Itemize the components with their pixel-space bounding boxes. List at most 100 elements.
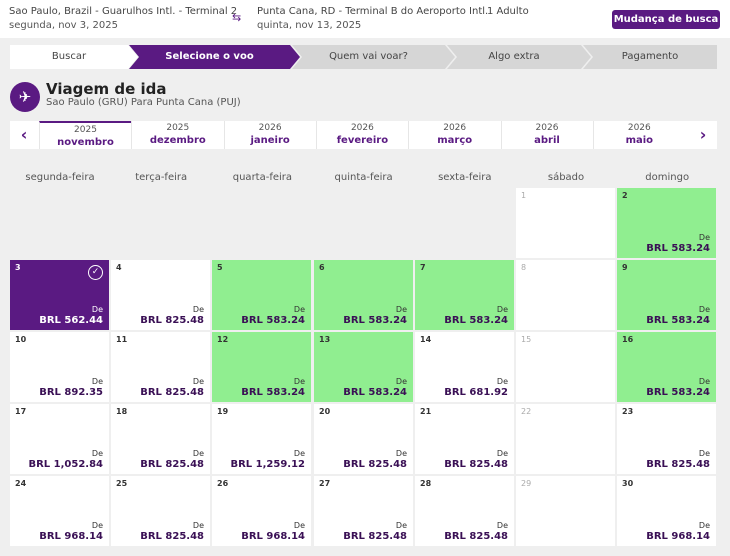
day-price: BRL 968.14 — [39, 531, 103, 542]
calendar-day[interactable]: 7 De BRL 583.24 — [415, 260, 514, 330]
day-price: BRL 583.24 — [343, 387, 407, 398]
origin-airport: Sao Paulo, Brazil - Guarulhos Intl. - Te… — [9, 6, 238, 17]
calendar-day[interactable]: 14 De BRL 681.92 — [415, 332, 514, 402]
calendar-day[interactable]: 19 De BRL 1,259.12 — [212, 404, 311, 474]
weekday-header: sábado — [547, 172, 585, 183]
month-tab[interactable]: 2025 novembro — [39, 121, 131, 149]
change-search-button[interactable]: Mudança de busca — [612, 10, 720, 29]
trip-title: Viagem de ida — [46, 80, 167, 98]
month-tab-year: 2026 — [535, 123, 559, 133]
month-tab-year: 2026 — [258, 123, 282, 133]
day-number: 6 — [319, 263, 325, 272]
calendar-day[interactable]: 3 De BRL 562.44 ✓ — [10, 260, 109, 330]
day-price: BRL 825.48 — [140, 315, 204, 326]
price-prefix: De — [496, 449, 508, 458]
day-number: 19 — [217, 407, 229, 416]
day-price: BRL 583.24 — [343, 315, 407, 326]
chevron-right-icon[interactable]: › — [699, 125, 707, 144]
day-number: 2 — [622, 191, 628, 200]
search-summary-bar: Sao Paulo, Brazil - Guarulhos Intl. - Te… — [0, 0, 730, 38]
calendar-day[interactable]: 11 De BRL 825.48 — [111, 332, 210, 402]
day-price: BRL 583.24 — [241, 315, 305, 326]
calendar-day: 22 — [516, 404, 615, 474]
day-price: BRL 825.48 — [444, 459, 508, 470]
day-number: 11 — [116, 335, 128, 344]
day-number: 4 — [116, 263, 122, 272]
calendar-day[interactable]: 30 De BRL 968.14 — [617, 476, 716, 546]
day-number: 12 — [217, 335, 229, 344]
calendar-day[interactable]: 5 De BRL 583.24 — [212, 260, 311, 330]
day-number: 8 — [521, 263, 527, 272]
price-prefix: De — [192, 449, 204, 458]
month-tab-year: 2025 — [74, 125, 97, 135]
price-prefix: De — [91, 377, 103, 386]
day-number: 16 — [622, 335, 634, 344]
month-tab-name: abril — [534, 135, 560, 146]
calendar-day[interactable]: 24 De BRL 968.14 — [10, 476, 109, 546]
calendar-day[interactable]: 27 De BRL 825.48 — [314, 476, 413, 546]
chevron-left-icon[interactable]: ‹ — [20, 125, 28, 144]
day-price: BRL 825.48 — [646, 459, 710, 470]
price-prefix: De — [698, 521, 710, 530]
month-tab-year: 2026 — [443, 123, 467, 133]
calendar-day[interactable]: 12 De BRL 583.24 — [212, 332, 311, 402]
price-prefix: De — [496, 305, 508, 314]
calendar-day[interactable]: 21 De BRL 825.48 — [415, 404, 514, 474]
progress-steps: Buscar Selecione o voo Quem vai voar? Algo … — [10, 45, 717, 69]
calendar-day[interactable]: 6 De BRL 583.24 — [314, 260, 413, 330]
calendar-day[interactable]: 4 De BRL 825.48 — [111, 260, 210, 330]
day-price: BRL 562.44 — [39, 315, 103, 326]
calendar-day[interactable]: 18 De BRL 825.48 — [111, 404, 210, 474]
price-prefix: De — [698, 233, 710, 242]
destination-airport: Punta Cana, RD - Terminal B do Aeroporto… — [257, 6, 489, 17]
calendar-day[interactable]: 17 De BRL 1,052.84 — [10, 404, 109, 474]
calendar-day[interactable]: 23 De BRL 825.48 — [617, 404, 716, 474]
price-prefix: De — [192, 521, 204, 530]
month-tab-name: maio — [625, 135, 654, 146]
calendar-day[interactable]: 20 De BRL 825.48 — [314, 404, 413, 474]
month-tab[interactable]: 2026 março — [408, 121, 500, 149]
day-number: 18 — [116, 407, 128, 416]
day-price: BRL 1,259.12 — [230, 459, 305, 470]
month-tab[interactable]: 2026 maio — [592, 121, 685, 149]
calendar-day: 8 — [516, 260, 615, 330]
step-shape — [292, 45, 455, 69]
price-prefix: De — [91, 449, 103, 458]
calendar-day[interactable]: 28 De BRL 825.48 — [415, 476, 514, 546]
month-tab[interactable]: 2026 janeiro — [223, 121, 316, 149]
calendar-day[interactable]: 2 De BRL 583.24 — [617, 188, 716, 258]
price-prefix: De — [293, 521, 305, 530]
calendar-day[interactable]: 26 De BRL 968.14 — [212, 476, 311, 546]
step-4: Algo extra — [488, 51, 540, 62]
price-prefix: De — [293, 377, 305, 386]
step-5: Pagamento — [621, 51, 679, 62]
calendar-day[interactable]: 10 De BRL 892.35 — [10, 332, 109, 402]
day-number: 23 — [622, 407, 634, 416]
swap-arrows-icon: ⇆ — [232, 11, 242, 24]
month-tab-name: dezembro — [149, 135, 206, 146]
month-tab-year: 2026 — [627, 123, 651, 133]
step-shape — [10, 45, 138, 69]
price-prefix: De — [698, 305, 710, 314]
day-price: BRL 583.24 — [241, 387, 305, 398]
step-shape — [129, 45, 300, 69]
day-number: 21 — [420, 407, 432, 416]
calendar-day[interactable]: 16 De BRL 583.24 — [617, 332, 716, 402]
progress-steps-shapes — [10, 45, 717, 69]
month-tab[interactable]: 2026 abril — [500, 121, 593, 149]
destination-date: quinta, nov 13, 2025 — [257, 20, 362, 31]
month-tab[interactable]: 2025 dezembro — [131, 121, 223, 149]
weekday-header: quarta-feira — [232, 172, 293, 183]
day-number: 14 — [420, 335, 432, 344]
month-tab[interactable]: 2026 fevereiro — [315, 121, 408, 149]
day-number: 22 — [521, 407, 532, 416]
day-number: 7 — [420, 263, 426, 272]
price-prefix: De — [496, 377, 508, 386]
calendar-day[interactable]: 25 De BRL 825.48 — [111, 476, 210, 546]
day-number: 27 — [319, 479, 331, 488]
calendar-day[interactable]: 9 De BRL 583.24 — [617, 260, 716, 330]
price-prefix: De — [395, 449, 407, 458]
day-number: 30 — [622, 479, 634, 488]
day-number: 20 — [319, 407, 331, 416]
calendar-day[interactable]: 13 De BRL 583.24 — [314, 332, 413, 402]
